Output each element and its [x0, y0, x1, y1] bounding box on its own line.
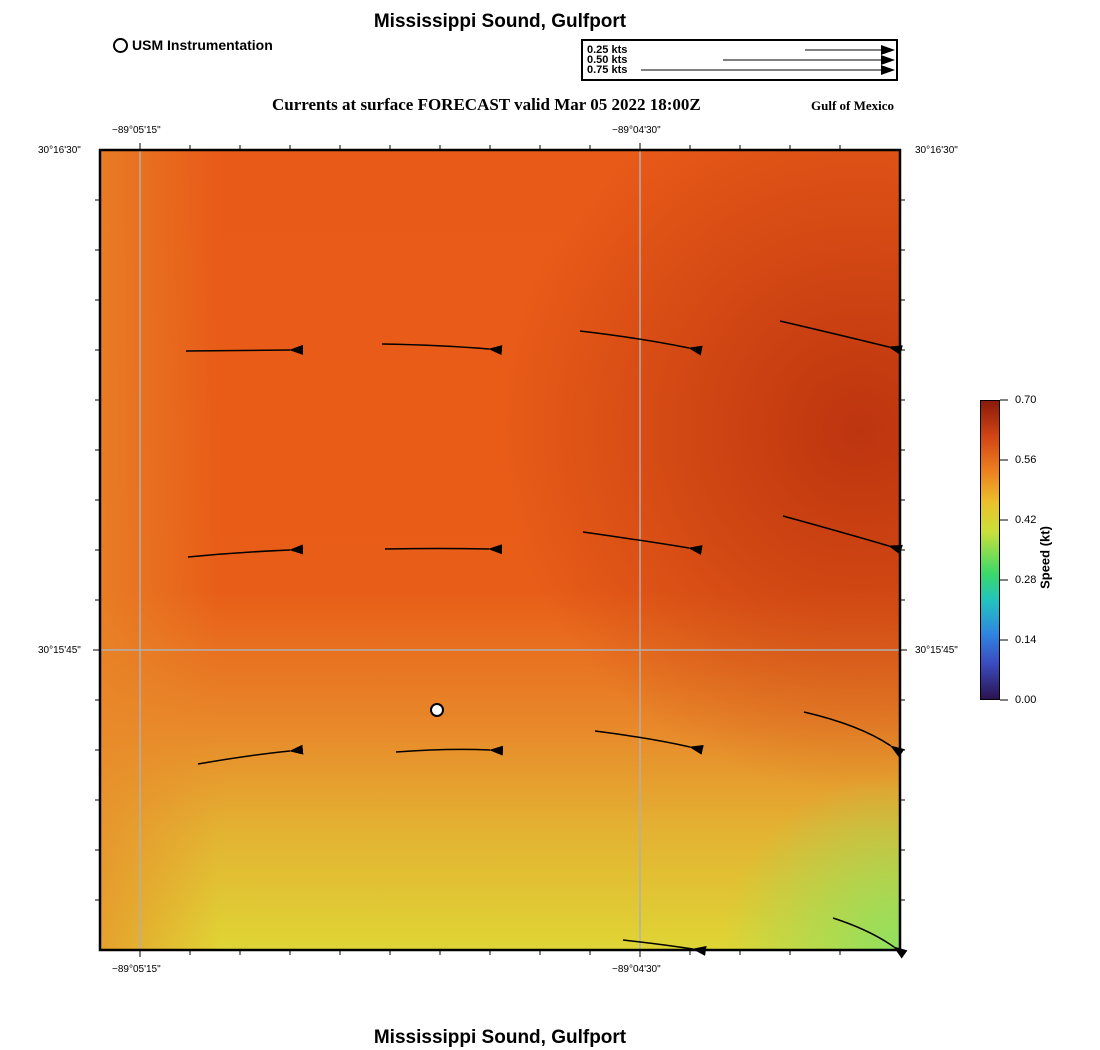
speed-colorbar [980, 400, 1000, 700]
current-vector [197, 744, 304, 765]
current-vector [832, 917, 908, 959]
x-tick-top-1: −89°05'15" [112, 125, 161, 136]
colorbar-tick-000: 0.00 [1015, 694, 1037, 706]
current-vector [187, 544, 304, 558]
region-label: Gulf of Mexico [811, 98, 895, 113]
forecast-subtitle: Currents at surface FORECAST valid Mar 0… [272, 95, 701, 114]
current-vector [782, 515, 903, 555]
current-vector [582, 531, 703, 556]
current-vector [384, 544, 503, 555]
y-tick-right-2: 30°15'45" [915, 645, 958, 656]
current-vector [381, 343, 503, 356]
current-vector [594, 730, 704, 755]
y-tick-right-1: 30°16'30" [915, 145, 958, 156]
reference-vector-box: 0.25 kts 0.50 kts 0.75 kts [581, 39, 898, 81]
x-tick-top-2: −89°04'30" [612, 125, 661, 136]
current-vector [622, 939, 707, 956]
current-vector [185, 344, 304, 355]
speed-field-overlay-low [100, 150, 900, 950]
station-legend-label: USM Instrumentation [132, 37, 273, 53]
ref-label-050: 0.50 kts [587, 54, 628, 66]
current-vector [395, 745, 504, 756]
x-tick-bottom-1: −89°05'15" [112, 964, 161, 975]
colorbar-tick-028: 0.28 [1015, 574, 1037, 586]
current-vector [579, 330, 703, 356]
colorbar-tick-070: 0.70 [1015, 394, 1037, 406]
y-tick-left-1: 30°16'30" [38, 145, 81, 156]
usm-station-marker[interactable] [430, 703, 444, 717]
current-vector [779, 320, 903, 355]
colorbar-ticks [1000, 399, 1008, 701]
ref-label-025: 0.25 kts [587, 44, 628, 56]
colorbar-tick-056: 0.56 [1015, 454, 1037, 466]
current-vector [803, 711, 905, 758]
station-marker-icon [113, 37, 128, 53]
frame-ticks [93, 143, 907, 957]
x-tick-bottom-2: −89°04'30" [612, 964, 661, 975]
colorbar-title: Speed (kt) [1037, 526, 1053, 589]
y-tick-left-2: 30°15'45" [38, 645, 81, 656]
station-legend: USM Instrumentation [113, 37, 273, 53]
map-title: Mississippi Sound, Gulfport [373, 11, 627, 32]
colorbar-tick-014: 0.14 [1015, 634, 1037, 646]
colorbar-tick-042: 0.42 [1015, 514, 1037, 526]
ref-label-075: 0.75 kts [587, 64, 628, 76]
footer-title: Mississippi Sound, Gulfport [373, 1027, 627, 1048]
